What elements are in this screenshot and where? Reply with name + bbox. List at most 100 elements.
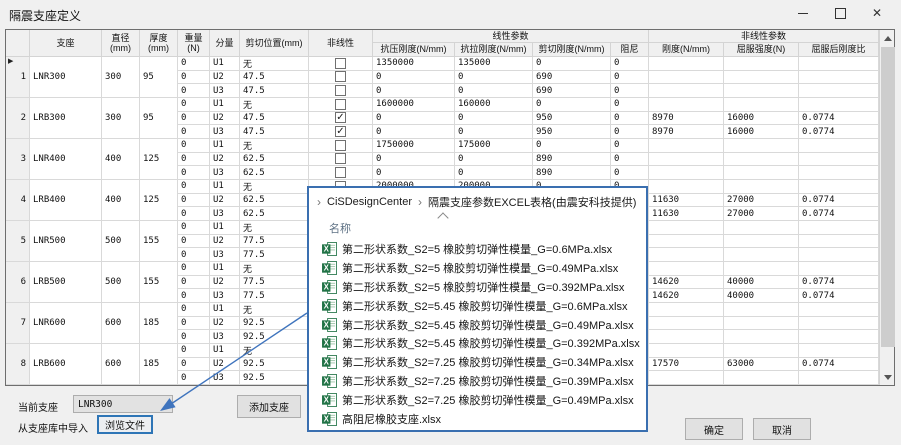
cell-bearing-name[interactable]: LRB400: [30, 180, 102, 221]
cell-stiffness[interactable]: [649, 57, 724, 71]
cell-yield-strength[interactable]: [724, 152, 799, 167]
cell-component[interactable]: U1: [210, 98, 240, 112]
cell-shear-position[interactable]: 无: [240, 221, 309, 235]
cell-tension-stiffness[interactable]: 0: [455, 166, 533, 180]
cell-yield-strength[interactable]: [724, 180, 799, 194]
cell-component[interactable]: U1: [210, 57, 240, 71]
cell-stiffness[interactable]: 8970: [649, 125, 724, 139]
current-bearing-combobox[interactable]: LNR300: [73, 395, 173, 413]
file-item[interactable]: X 第二形状系数_S2=5 橡胶剪切弹性模量_G=0.6MPa.xlsx: [309, 240, 644, 259]
cell-row-number[interactable]: 7: [6, 303, 30, 344]
cell-shear-stiffness[interactable]: 0: [533, 139, 611, 153]
cell-yield-strength[interactable]: 16000: [724, 111, 799, 126]
cell-diameter[interactable]: 300: [102, 57, 140, 98]
cell-tension-stiffness[interactable]: 0: [455, 125, 533, 139]
cell-compression-stiffness[interactable]: 0: [373, 70, 455, 85]
cell-weight[interactable]: 0: [178, 125, 210, 139]
cell-shear-position[interactable]: 47.5: [240, 111, 309, 126]
cell-component[interactable]: U1: [210, 139, 240, 153]
browse-file-button[interactable]: 浏览文件: [97, 415, 153, 434]
cell-shear-position[interactable]: 77.5: [240, 275, 309, 290]
cell-weight[interactable]: 0: [178, 262, 210, 276]
cell-stiffness[interactable]: 11630: [649, 193, 724, 208]
cell-compression-stiffness[interactable]: 0: [373, 111, 455, 126]
cell-shear-position[interactable]: 无: [240, 57, 309, 71]
cell-stiffness[interactable]: [649, 139, 724, 153]
cell-stiffness[interactable]: [649, 152, 724, 167]
cell-shear-position[interactable]: 92.5: [240, 316, 309, 331]
cell-shear-position[interactable]: 无: [240, 344, 309, 358]
cell-weight[interactable]: 0: [178, 193, 210, 208]
cell-weight[interactable]: 0: [178, 57, 210, 71]
cell-stiffness[interactable]: [649, 371, 724, 385]
nonlinear-checkbox[interactable]: [335, 167, 346, 179]
cell-tension-stiffness[interactable]: 0: [455, 70, 533, 85]
cell-thickness[interactable]: 185: [140, 303, 178, 344]
ok-button[interactable]: 确定: [685, 418, 743, 440]
cell-thickness[interactable]: 95: [140, 57, 178, 98]
cell-post-yield-ratio[interactable]: 0.0774: [799, 125, 879, 139]
cell-compression-stiffness[interactable]: 0: [373, 152, 455, 167]
cell-yield-strength[interactable]: [724, 330, 799, 344]
sort-ascending-icon[interactable]: [437, 212, 449, 224]
cell-post-yield-ratio[interactable]: [799, 166, 879, 180]
cell-post-yield-ratio[interactable]: [799, 57, 879, 71]
cell-thickness[interactable]: 125: [140, 180, 178, 221]
cell-post-yield-ratio[interactable]: [799, 371, 879, 385]
cell-shear-stiffness[interactable]: 690: [533, 70, 611, 85]
cell-stiffness[interactable]: [649, 344, 724, 358]
table-vertical-scrollbar[interactable]: [879, 30, 895, 385]
cell-thickness[interactable]: 95: [140, 98, 178, 139]
cell-yield-strength[interactable]: [724, 57, 799, 71]
cell-component[interactable]: U1: [210, 180, 240, 194]
cell-post-yield-ratio[interactable]: [799, 221, 879, 235]
cell-post-yield-ratio[interactable]: [799, 330, 879, 344]
cell-damping[interactable]: 0: [611, 57, 649, 71]
close-button[interactable]: ✕: [860, 0, 894, 26]
cell-post-yield-ratio[interactable]: 0.0774: [799, 193, 879, 208]
cell-post-yield-ratio[interactable]: 0.0774: [799, 111, 879, 126]
cell-diameter[interactable]: 500: [102, 221, 140, 262]
name-column-header[interactable]: 名称: [329, 223, 351, 235]
cell-component[interactable]: U1: [210, 262, 240, 276]
cell-diameter[interactable]: 600: [102, 344, 140, 385]
cell-stiffness[interactable]: [649, 303, 724, 317]
nonlinear-checkbox[interactable]: [335, 71, 346, 83]
cell-post-yield-ratio[interactable]: 0.0774: [799, 289, 879, 303]
cell-component[interactable]: U3: [210, 289, 240, 303]
cell-stiffness[interactable]: [649, 316, 724, 331]
cell-post-yield-ratio[interactable]: [799, 98, 879, 112]
cell-post-yield-ratio[interactable]: [799, 152, 879, 167]
cell-shear-stiffness[interactable]: 950: [533, 111, 611, 126]
cell-component[interactable]: U2: [210, 152, 240, 167]
cell-row-number[interactable]: 6: [6, 262, 30, 303]
cell-component[interactable]: U2: [210, 111, 240, 126]
nonlinear-checkbox[interactable]: [335, 85, 346, 97]
cell-row-number[interactable]: 2: [6, 98, 30, 139]
cell-yield-strength[interactable]: [724, 70, 799, 85]
file-item[interactable]: X 第二形状系数_S2=5.45 橡胶剪切弹性模量_G=0.6MPa.xlsx: [309, 296, 644, 315]
cell-component[interactable]: U3: [210, 330, 240, 344]
cancel-button[interactable]: 取消: [753, 418, 811, 440]
file-item[interactable]: X 第二形状系数_S2=7.25 橡胶剪切弹性模量_G=0.34MPa.xlsx: [309, 353, 644, 372]
cell-post-yield-ratio[interactable]: 0.0774: [799, 207, 879, 221]
cell-yield-strength[interactable]: [724, 166, 799, 180]
cell-weight[interactable]: 0: [178, 166, 210, 180]
cell-post-yield-ratio[interactable]: 0.0774: [799, 357, 879, 372]
cell-stiffness[interactable]: [649, 180, 724, 194]
cell-yield-strength[interactable]: [724, 371, 799, 385]
cell-stiffness[interactable]: [649, 248, 724, 262]
cell-diameter[interactable]: 400: [102, 180, 140, 221]
cell-shear-position[interactable]: 92.5: [240, 330, 309, 344]
cell-weight[interactable]: 0: [178, 221, 210, 235]
cell-yield-strength[interactable]: [724, 248, 799, 262]
cell-compression-stiffness[interactable]: 1750000: [373, 139, 455, 153]
cell-weight[interactable]: 0: [178, 248, 210, 262]
cell-row-number[interactable]: 5: [6, 221, 30, 262]
cell-diameter[interactable]: 600: [102, 303, 140, 344]
cell-stiffness[interactable]: 8970: [649, 111, 724, 126]
cell-shear-position[interactable]: 无: [240, 180, 309, 194]
cell-shear-position[interactable]: 62.5: [240, 152, 309, 167]
file-item[interactable]: X 第二形状系数_S2=7.25 橡胶剪切弹性模量_G=0.39MPa.xlsx: [309, 372, 644, 391]
cell-stiffness[interactable]: 11630: [649, 207, 724, 221]
